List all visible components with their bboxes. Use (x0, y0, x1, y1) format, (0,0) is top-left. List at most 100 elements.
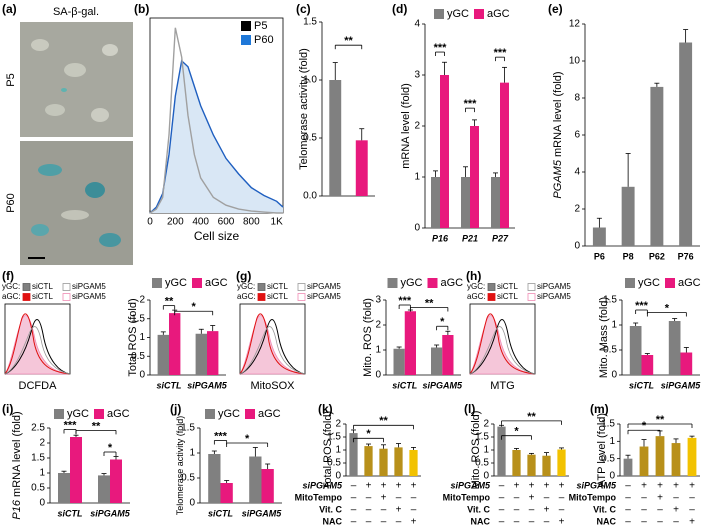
x-tick-label: P21 (462, 233, 478, 243)
flow-curve (4, 326, 71, 375)
treatment-sign: – (641, 517, 647, 528)
stain (99, 233, 121, 247)
y-axis-label-text: Mito. Mass (fold) (598, 297, 610, 378)
x-tick-label: P27 (492, 233, 509, 243)
flow-legend-key (527, 293, 536, 301)
cell (64, 63, 86, 77)
treatment-sign: – (381, 517, 387, 528)
treatment-sign: + (657, 481, 663, 492)
treatment-label: Vit. C (593, 504, 616, 514)
y-axis-label: Telomerase activity (fold) (298, 48, 310, 170)
y-tick-label: 1 (189, 448, 195, 459)
y-axis-label-text: Total ROS (fold) (127, 298, 139, 376)
y-tick-label: 0.5 (131, 351, 145, 362)
y-tick-label: 0.5 (601, 453, 615, 464)
flow-legend-label: siPGAM5 (537, 282, 571, 291)
treatment-sign: + (411, 517, 417, 528)
flow-curve (239, 319, 306, 375)
legend-label: yGC (401, 277, 423, 289)
panel-label: (l) (464, 402, 475, 416)
flow-legend-group: yGC: (2, 282, 20, 291)
bar (470, 126, 479, 228)
y-axis-label-text: Telomerase activity (fold) (175, 416, 185, 516)
flow-legend-key (257, 283, 266, 291)
legend-label: aGC (258, 408, 281, 420)
bar (679, 42, 693, 246)
x-tick-label: siCTL (629, 380, 654, 390)
x-tick-label: siPGAM5 (187, 380, 228, 390)
treatment-sign: – (544, 517, 550, 528)
bar (500, 82, 509, 229)
sig-label: *** (635, 300, 649, 312)
bar (641, 355, 654, 375)
legend-key (54, 409, 64, 419)
x-tick-label: 200 (167, 217, 184, 228)
flow-legend-label: siCTL (32, 292, 53, 301)
sig-label: ** (527, 411, 536, 423)
legend-key (245, 409, 255, 419)
treatment-sign: + (559, 481, 565, 492)
bar (409, 450, 418, 476)
y-tick-label: 1 (414, 172, 420, 183)
y-axis-label-text: Mito. ROS (fold) (470, 411, 482, 490)
flow-legend-label: siCTL (267, 282, 288, 291)
legend-label: yGC (447, 8, 469, 20)
micrograph (20, 22, 133, 265)
panel-label: (i) (2, 402, 13, 416)
flow-curve (469, 326, 536, 375)
flow-legend-label: siPGAM5 (72, 292, 106, 301)
legend-label: aGC (678, 277, 701, 289)
legend-label: aGC (205, 277, 228, 289)
treatment-sign: – (529, 517, 535, 528)
x-tick-label: 400 (192, 217, 209, 228)
bar (542, 455, 551, 476)
bar (623, 458, 633, 476)
panel-label: (g) (236, 269, 251, 283)
sig-label: ** (344, 35, 353, 47)
sig-label: ** (379, 415, 388, 427)
y-axis-label: ATP level (fold) (596, 413, 608, 487)
treatment-sign: + (689, 481, 695, 492)
flow-legend-label: siCTL (267, 292, 288, 301)
flow-legend-key (22, 283, 31, 291)
sig-label: *** (494, 47, 508, 59)
x-axis-label: Cell size (194, 229, 240, 243)
image-p60 (20, 141, 133, 265)
x-tick-label: siPGAM5 (90, 508, 131, 518)
bar (668, 321, 681, 375)
y-tick-label: 1.0 (303, 75, 317, 86)
flow-legend-key (22, 293, 31, 301)
flow-legend-key (62, 293, 71, 301)
treatment-sign: + (689, 517, 695, 528)
treatment-sign: – (529, 505, 535, 516)
flow-legend-label: siPGAM5 (537, 292, 571, 301)
y-tick-label: 0.5 (31, 483, 45, 494)
row-label: P60 (5, 193, 17, 213)
flow-legend-key (487, 283, 496, 291)
bar (440, 75, 449, 228)
treatment-sign: – (625, 493, 631, 504)
bar (157, 334, 169, 375)
panel-label: (c) (296, 2, 311, 16)
legend-key (94, 409, 104, 419)
legend-label: aGC (107, 408, 130, 420)
treatment-label: NAC (471, 516, 491, 526)
bar (220, 483, 233, 503)
legend-key (192, 278, 202, 288)
flow-legend-group: aGC: (237, 292, 256, 301)
treatment-sign: – (514, 505, 520, 516)
y-axis-label-text: ATP level (fold) (596, 413, 608, 487)
x-tick-label: siCTL (156, 380, 181, 390)
flow-legend-group: aGC: (467, 292, 486, 301)
bar (379, 448, 388, 476)
y-tick-label: 1.5 (603, 295, 617, 306)
sig-label: ** (92, 420, 101, 432)
y-tick-label: 0.5 (327, 458, 341, 469)
bar (431, 177, 440, 228)
flow-x-label: MitoSOX (250, 380, 295, 392)
y-tick-label: 2 (483, 419, 489, 430)
x-tick-label: P8 (623, 251, 634, 261)
legend-key (152, 278, 162, 288)
panel-label: (j) (170, 402, 181, 416)
treatment-sign: + (529, 481, 535, 492)
